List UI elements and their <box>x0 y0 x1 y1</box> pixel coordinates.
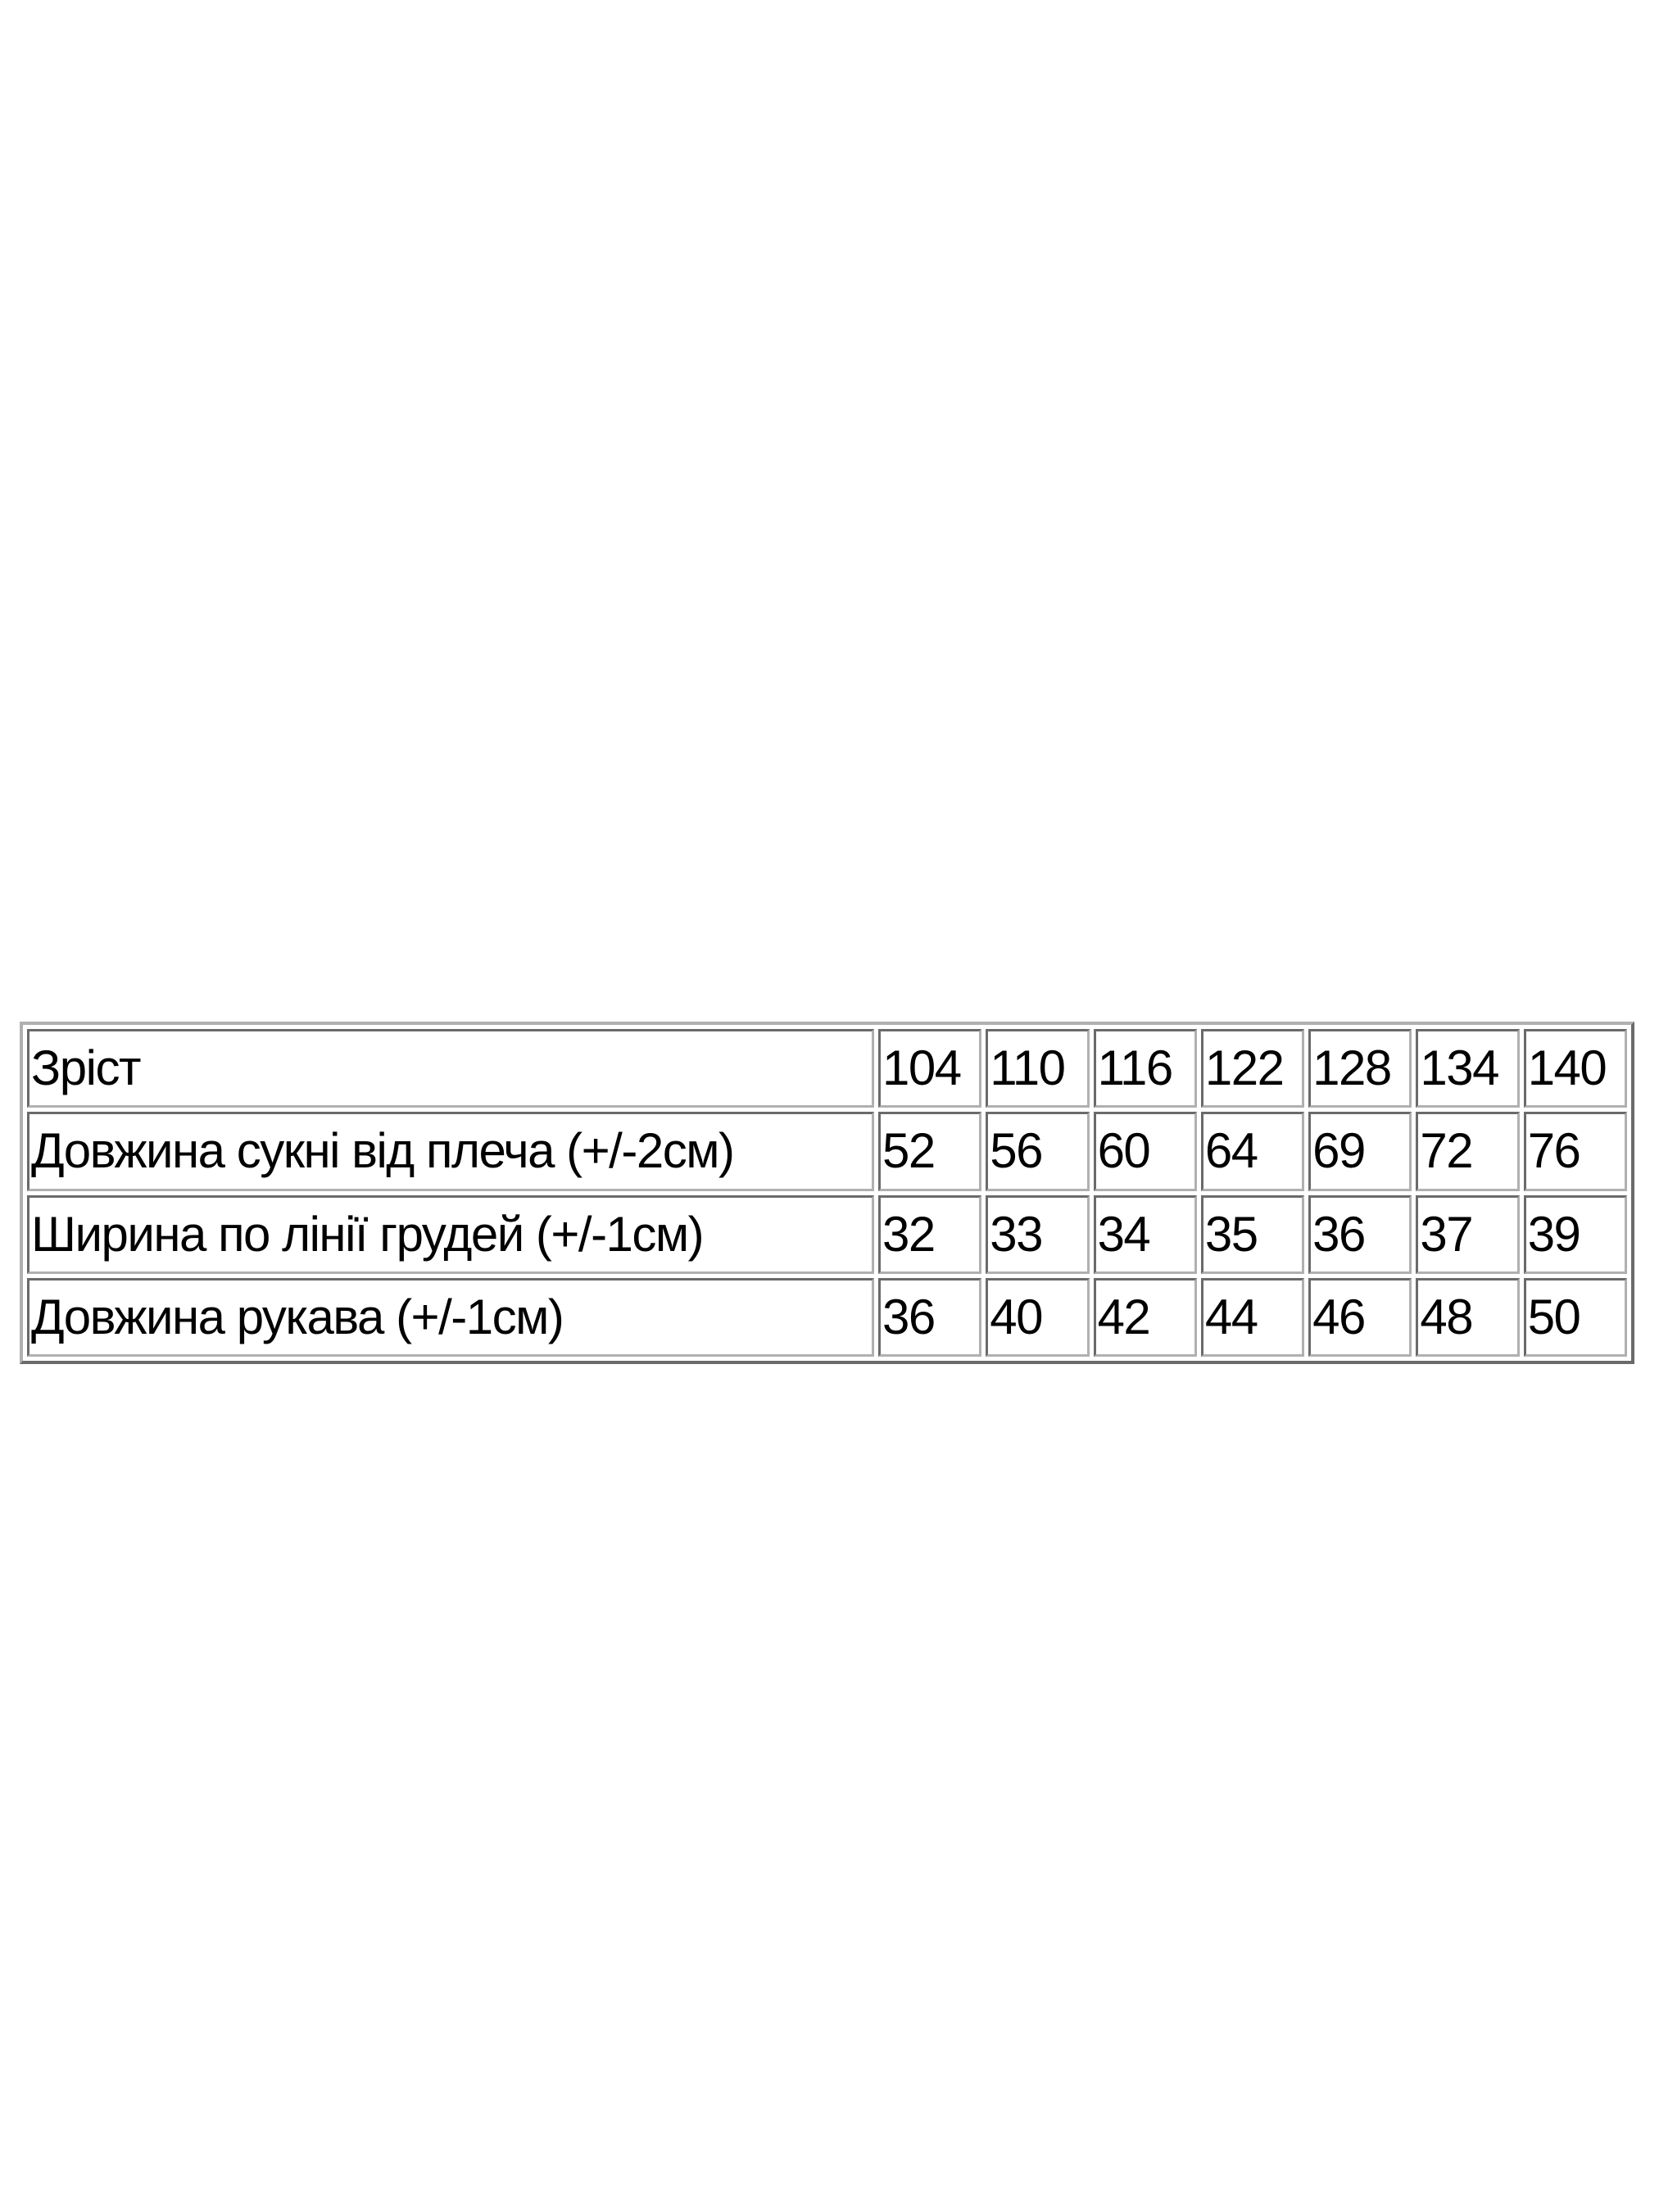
size-cell: 116 <box>1093 1029 1197 1108</box>
size-cell: 128 <box>1308 1029 1412 1108</box>
row-label: Ширина по лінії грудей (+/-1см) <box>27 1194 874 1274</box>
value-cell: 36 <box>1308 1194 1412 1274</box>
table-header-row: Зріст 104 110 116 122 128 134 140 <box>27 1029 1627 1108</box>
size-chart-table: Зріст 104 110 116 122 128 134 140 Довжин… <box>20 1022 1634 1364</box>
value-cell: 50 <box>1523 1277 1627 1357</box>
value-cell: 72 <box>1416 1112 1520 1191</box>
value-cell: 33 <box>986 1194 1090 1274</box>
row-label: Довжина сукні від плеча (+/-2см) <box>27 1112 874 1191</box>
value-cell: 39 <box>1523 1194 1627 1274</box>
size-cell: 104 <box>878 1029 982 1108</box>
value-cell: 60 <box>1093 1112 1197 1191</box>
value-cell: 76 <box>1523 1112 1627 1191</box>
size-cell: 134 <box>1416 1029 1520 1108</box>
value-cell: 36 <box>878 1277 982 1357</box>
value-cell: 35 <box>1200 1194 1305 1274</box>
header-label: Зріст <box>27 1029 874 1108</box>
value-cell: 64 <box>1200 1112 1305 1191</box>
value-cell: 52 <box>878 1112 982 1191</box>
value-cell: 42 <box>1093 1277 1197 1357</box>
value-cell: 46 <box>1308 1277 1412 1357</box>
value-cell: 34 <box>1093 1194 1197 1274</box>
value-cell: 69 <box>1308 1112 1412 1191</box>
table-row: Довжина сукні від плеча (+/-2см) 52 56 6… <box>27 1112 1627 1191</box>
size-cell: 140 <box>1523 1029 1627 1108</box>
size-cell: 110 <box>986 1029 1090 1108</box>
value-cell: 37 <box>1416 1194 1520 1274</box>
row-label: Довжина рукава (+/-1см) <box>27 1277 874 1357</box>
value-cell: 44 <box>1200 1277 1305 1357</box>
size-cell: 122 <box>1200 1029 1305 1108</box>
value-cell: 32 <box>878 1194 982 1274</box>
value-cell: 48 <box>1416 1277 1520 1357</box>
table-row: Довжина рукава (+/-1см) 36 40 42 44 46 4… <box>27 1277 1627 1357</box>
value-cell: 56 <box>986 1112 1090 1191</box>
table-row: Ширина по лінії грудей (+/-1см) 32 33 34… <box>27 1194 1627 1274</box>
value-cell: 40 <box>986 1277 1090 1357</box>
